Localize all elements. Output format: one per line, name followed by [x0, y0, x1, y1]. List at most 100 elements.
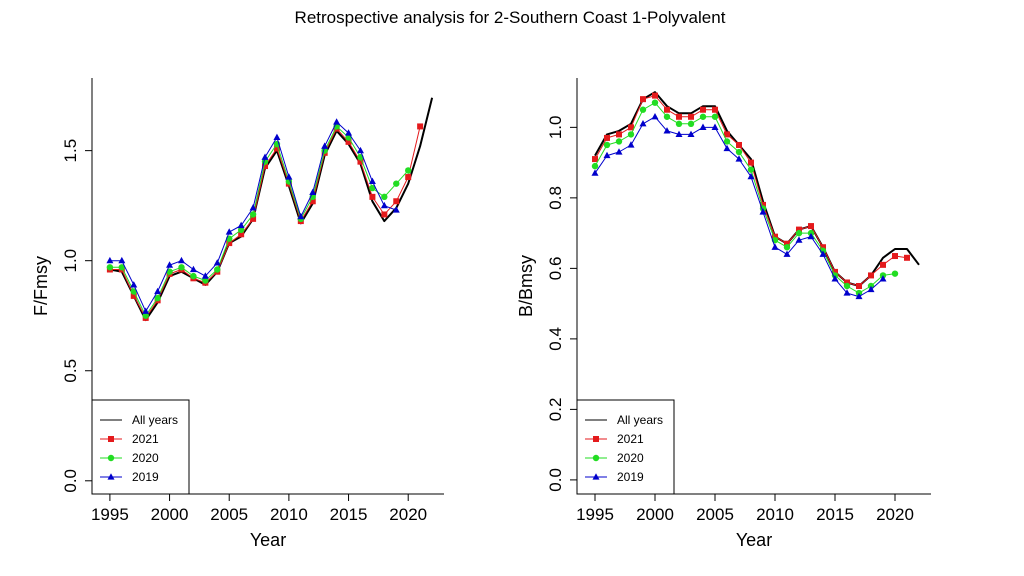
- data-point-2019: [879, 275, 887, 282]
- data-point-2019: [819, 250, 827, 257]
- data-point-2019: [333, 118, 341, 125]
- series-2020: [591, 99, 899, 297]
- legend-box: [576, 399, 675, 495]
- data-point-2020: [723, 138, 731, 145]
- data-point-2021: [616, 131, 622, 138]
- data-point-2019: [723, 144, 731, 152]
- legend-marker-2020: [592, 454, 600, 462]
- x-tick-label: 2005: [210, 505, 248, 524]
- series-2020: [106, 123, 412, 319]
- data-point-2021: [592, 156, 598, 163]
- series-all-years: [109, 97, 434, 322]
- data-point-2020: [214, 266, 221, 273]
- data-point-2020: [405, 167, 412, 174]
- data-point-2019: [118, 256, 126, 264]
- data-point-2021: [345, 138, 352, 145]
- data-point-2021: [904, 254, 910, 261]
- y-tick-label: 1.0: [546, 116, 565, 140]
- data-point-2020: [735, 148, 743, 156]
- legend-marker-2021: [108, 436, 114, 442]
- data-point-2019: [615, 148, 623, 155]
- data-point-2019: [771, 243, 779, 250]
- data-point-2019: [130, 281, 138, 288]
- x-tick-label: 2005: [696, 505, 734, 524]
- data-point-2021: [357, 158, 364, 165]
- x-tick-label: 2015: [330, 505, 368, 524]
- series-2019: [591, 112, 887, 300]
- data-point-2019: [345, 129, 353, 136]
- data-point-2019: [297, 212, 305, 220]
- legend-label-all-years: All years: [132, 413, 178, 427]
- data-point-2021: [369, 193, 376, 200]
- data-point-2020: [202, 277, 209, 284]
- x-tick-label: 1995: [91, 505, 129, 524]
- data-point-2021: [640, 96, 646, 103]
- data-point-2020: [393, 180, 400, 187]
- data-point-2019: [783, 250, 791, 257]
- data-point-2021: [760, 201, 766, 208]
- data-point-2019: [663, 127, 671, 134]
- y-tick-label: 0.6: [546, 257, 565, 281]
- x-tick-label: 2015: [816, 505, 854, 524]
- data-point-2020: [711, 113, 719, 120]
- data-point-2020: [891, 270, 899, 277]
- data-point-2021: [309, 198, 316, 205]
- x-axis-label: Year: [250, 530, 286, 550]
- legend-box: [91, 399, 190, 495]
- legend-label-2021: 2021: [617, 432, 644, 446]
- legend-marker-2020: [107, 454, 115, 462]
- data-point-2020: [699, 113, 707, 120]
- data-point-2019: [201, 272, 209, 279]
- legend-label-2020: 2020: [617, 451, 644, 465]
- data-point-2019: [627, 141, 635, 148]
- series-line-2020: [594, 102, 896, 294]
- data-point-2019: [603, 151, 611, 159]
- series-2021: [106, 123, 424, 321]
- data-point-2021: [868, 272, 874, 279]
- data-point-2021: [417, 123, 424, 130]
- data-point-2019: [309, 188, 317, 196]
- data-point-2021: [856, 283, 862, 289]
- data-point-2020: [639, 106, 647, 113]
- data-point-2020: [130, 288, 137, 295]
- x-tick-label: 2010: [270, 505, 308, 524]
- data-point-2021: [226, 240, 233, 247]
- x-tick-label: 2000: [151, 505, 189, 524]
- data-point-2019: [591, 169, 599, 176]
- data-point-2021: [808, 223, 814, 230]
- data-point-2021: [748, 159, 754, 166]
- data-point-2019: [177, 256, 185, 264]
- data-point-2021: [796, 226, 802, 233]
- data-point-2021: [892, 253, 898, 260]
- data-point-2019: [759, 208, 767, 215]
- data-point-2020: [603, 141, 611, 149]
- data-point-2021: [832, 268, 838, 275]
- data-point-2019: [356, 146, 364, 154]
- data-point-2020: [627, 131, 635, 138]
- x-axis-label: Year: [736, 530, 772, 550]
- data-point-2020: [154, 294, 161, 302]
- data-point-2019: [166, 261, 174, 268]
- data-point-2019: [261, 153, 269, 160]
- data-point-2020: [675, 120, 683, 128]
- data-point-2020: [237, 226, 245, 234]
- legend-label-all-years: All years: [617, 413, 663, 427]
- bbmsy-panel: 1995 2000 2005 2010 2015 2020 0.0 0.2 0.4 0.6 0.8 1…: [516, 78, 931, 550]
- data-point-2020: [591, 162, 599, 170]
- data-point-2021: [736, 141, 742, 148]
- data-point-2021: [772, 233, 778, 240]
- data-point-2021: [238, 231, 245, 238]
- data-point-2021: [676, 113, 682, 120]
- series-line-2020: [109, 125, 409, 317]
- data-point-2019: [142, 307, 150, 314]
- data-point-2020: [166, 268, 173, 275]
- data-point-2021: [273, 145, 280, 152]
- data-point-2021: [844, 279, 850, 286]
- data-point-2019: [699, 123, 707, 130]
- y-tick-label: 0.4: [546, 327, 565, 351]
- x-tick-label: 2010: [756, 505, 794, 524]
- data-point-2019: [807, 232, 815, 240]
- data-point-2019: [106, 256, 114, 264]
- data-point-2021: [880, 261, 886, 268]
